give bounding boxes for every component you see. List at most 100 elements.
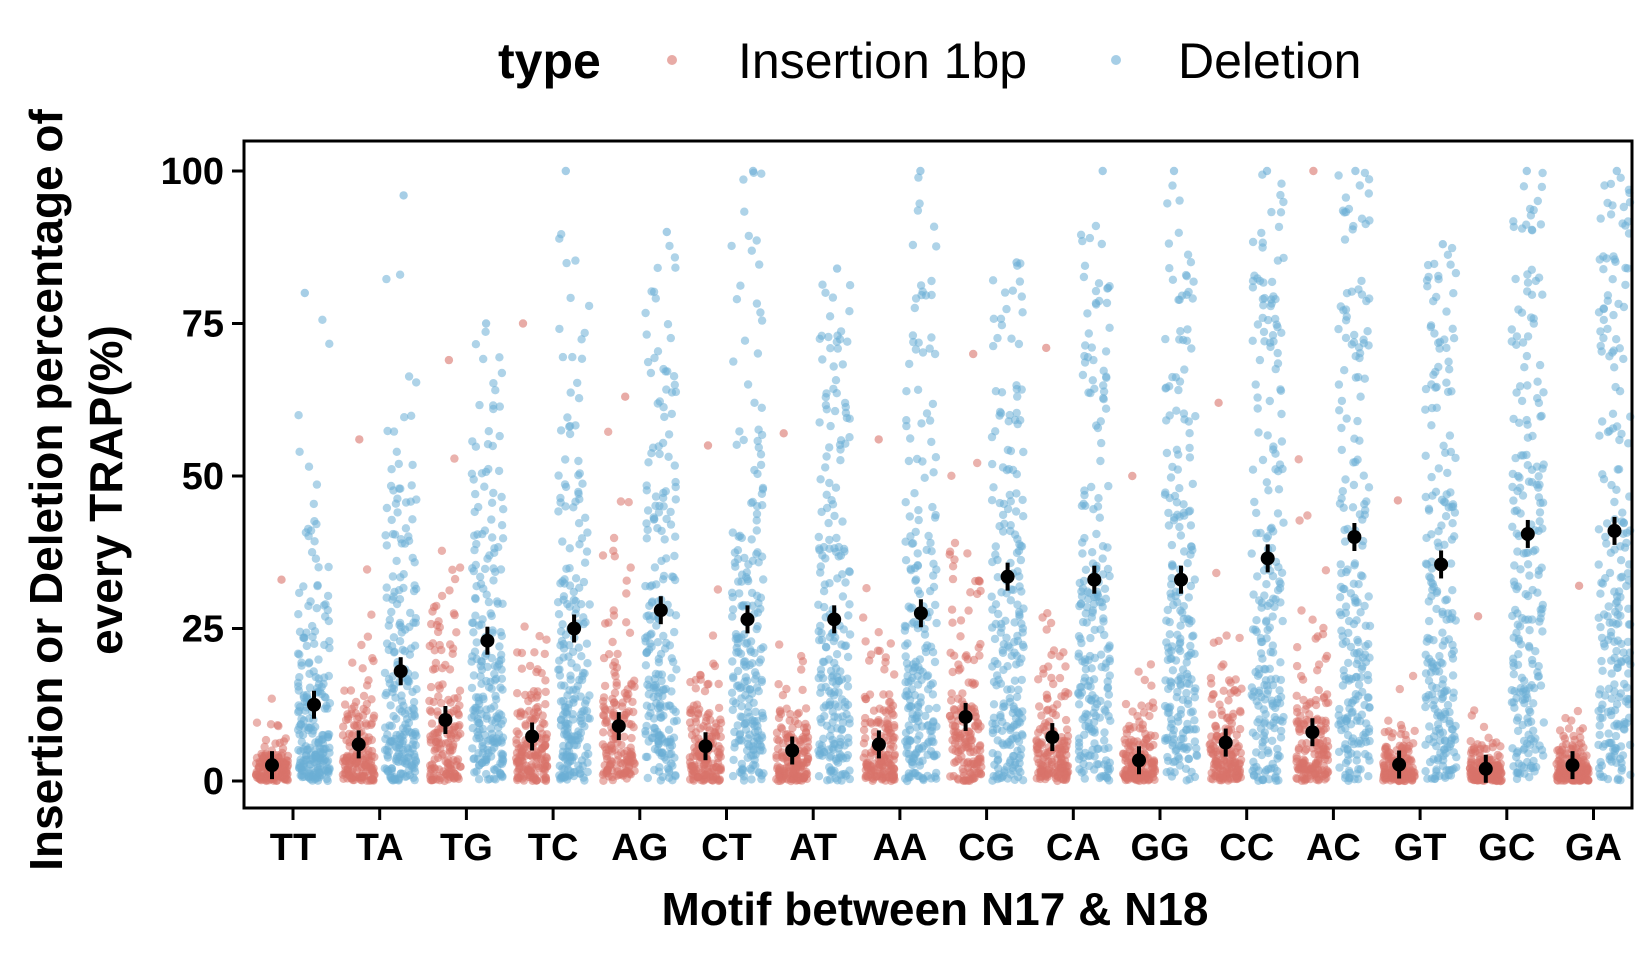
data-point [1576,733,1585,742]
data-point [890,670,899,679]
data-point [445,746,454,755]
data-point [565,641,574,650]
data-point [714,703,724,713]
data-point [913,206,923,215]
data-point [370,752,379,762]
data-point [716,765,725,775]
data-point [800,747,809,756]
data-point [828,677,837,686]
data-point [305,743,314,752]
data-point [961,776,971,785]
data-point [558,352,568,362]
data-point [1399,741,1408,750]
data-point [917,675,926,685]
data-point [732,440,741,449]
data-point [672,716,681,725]
data-point [273,721,282,730]
data-point [756,740,765,750]
data-point [753,622,762,631]
data-point [1168,462,1177,472]
data-point [1173,687,1182,697]
data-point [645,615,655,624]
data-point [1164,508,1173,518]
data-point [1408,763,1417,772]
data-point [914,173,923,182]
data-point [993,573,1002,582]
data-point [1168,372,1177,382]
data-point [469,628,478,637]
data-point [609,611,619,620]
data-point [1010,618,1019,627]
data-point [772,751,781,760]
data-point [859,753,868,762]
data-point [908,331,918,340]
data-point [616,497,626,506]
data-point [838,360,847,369]
data-point [281,734,290,743]
data-point-max [703,441,713,450]
data-point [730,558,740,567]
data-point [728,657,737,666]
data-point [1315,739,1324,748]
data-point [831,376,841,385]
data-point [827,496,836,505]
data-point [573,378,582,388]
data-point [1180,547,1189,556]
data-point [931,510,940,520]
data-point [620,732,629,741]
data-point [988,459,997,469]
data-point [879,706,888,715]
data-point [883,727,892,736]
data-point [928,399,938,409]
data-point [838,517,847,526]
data-point [993,555,1002,565]
data-point [367,695,376,704]
data-point [1187,542,1196,551]
data-point [910,303,919,313]
data-point [518,747,527,756]
data-point [1005,490,1014,500]
data-point [1218,773,1228,783]
x-tick-label: CT [701,827,752,869]
data-point [930,657,940,667]
data-point [1059,648,1068,657]
data-point-max [561,166,570,176]
data-point [643,506,653,515]
data-point [1561,713,1570,723]
data-point [996,628,1005,637]
data-point [747,535,756,544]
data-point [395,740,404,750]
data-point [1146,660,1156,669]
data-point [1230,774,1239,784]
data-point-max [481,319,491,328]
data-point [845,281,855,290]
data-point [456,762,465,771]
data-point [521,721,531,731]
data-point [1183,250,1193,259]
data-point [1105,671,1115,680]
data-point [914,515,923,525]
data-point [294,686,303,695]
data-point [861,772,870,781]
data-point [753,608,763,617]
data-point [688,752,697,761]
data-point [568,352,577,362]
data-point [446,731,456,740]
data-point [468,652,477,661]
data-point [1053,700,1062,709]
data-point [359,691,369,701]
data-point [389,711,398,721]
data-point [757,169,766,178]
x-axis: TT TA TG TC AG CT AT AA CG CA GG CC AC GT GC GA [270,808,1622,869]
data-point [1575,740,1584,749]
data-point [450,610,459,620]
data-point [930,772,940,781]
data-point [311,554,321,563]
data-point-max [832,264,842,273]
data-point [471,594,480,604]
data-point [1084,595,1093,604]
data-point [966,588,975,597]
data-point [1184,417,1194,426]
data-point [746,637,756,646]
data-point [1319,693,1328,703]
